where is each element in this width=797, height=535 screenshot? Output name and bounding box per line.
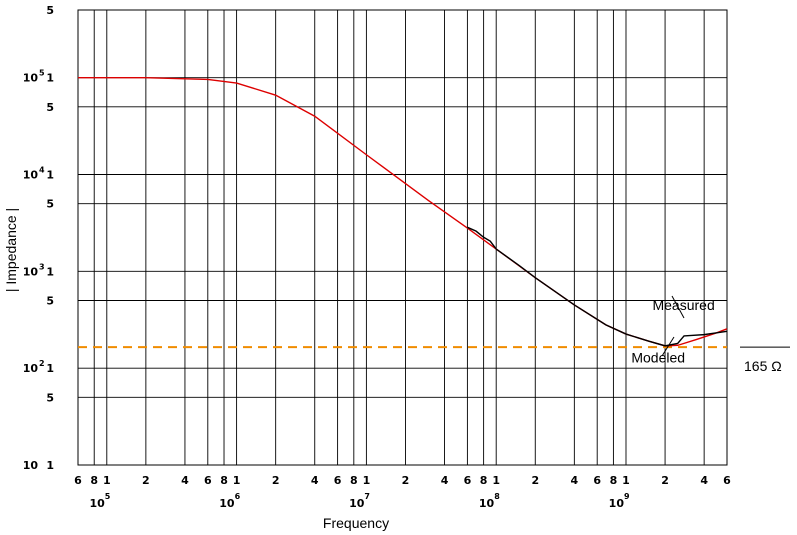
y-tick-label: 5 [46,198,54,211]
x-tick-label: 8 [220,474,228,487]
y-tick-label: 5 [46,294,54,307]
annotations: Measured Modeled [631,295,715,365]
x-tick-label: 2 [402,474,410,487]
y-tick-label: 1 [46,459,54,472]
x-tick-label: 1 [233,474,241,487]
x-tick-label: 6 [464,474,472,487]
x-decade-exp: 7 [364,492,370,501]
x-tick-label: 6 [334,474,342,487]
y-decade-base: 10 [23,169,39,182]
x-tick-label: 6 [74,474,82,487]
reference-line-label: 165 Ω [744,358,782,374]
x-tick-label: 8 [350,474,358,487]
modeled-leader-line [661,336,675,357]
x-axis-title: Frequency [323,515,389,531]
x-tick-label: 2 [531,474,539,487]
y-tick-label: 1 [46,362,54,375]
y-decade-exp: 3 [39,262,45,271]
x-tick-label: 8 [90,474,98,487]
x-decade-base: 10 [349,497,365,510]
x-tick-label: 1 [492,474,500,487]
y-decade-base: 10 [23,459,39,472]
x-tick-label: 2 [661,474,669,487]
x-tick-label: 8 [480,474,488,487]
x-tick-label: 6 [204,474,212,487]
x-tick-label: 1 [103,474,111,487]
y-axis-title: | Impedance | [3,208,19,292]
measured-leader-line [671,295,685,319]
x-tick-label: 4 [571,474,579,487]
x-decade-base: 10 [89,497,105,510]
y-decade-exp: 2 [39,359,45,368]
x-decade-base: 10 [479,497,495,510]
y-decade-exp: 5 [39,69,45,78]
y-tick-label: 1 [46,265,54,278]
x-decade-exp: 6 [235,492,241,501]
x-decade-base: 10 [609,497,625,510]
y-decade-exp: 4 [39,166,45,175]
x-tick-label: 1 [622,474,630,487]
x-tick-label: 6 [593,474,601,487]
x-tick-label: 6 [723,474,731,487]
x-decade-exp: 9 [624,492,630,501]
x-tick-label: 2 [272,474,280,487]
x-tick-label: 4 [181,474,189,487]
x-tick-label: 4 [700,474,708,487]
x-decade-exp: 8 [494,492,500,501]
y-decade-base: 10 [23,72,39,85]
reference-line-group: 165 Ω [78,346,790,374]
y-decade-base: 10 [23,362,39,375]
x-tick-labels: 6812468124681246812468124610410510610710… [74,474,731,510]
grid [77,9,728,466]
x-tick-label: 4 [441,474,449,487]
x-tick-label: 4 [311,474,319,487]
y-tick-label: 5 [46,4,54,17]
x-decade-exp: 5 [105,492,111,501]
x-decade-base: 10 [219,497,235,510]
annotation-measured: Measured [652,297,714,313]
x-tick-label: 1 [363,474,371,487]
x-tick-label: 2 [142,474,150,487]
annotation-modeled: Modeled [631,349,685,365]
y-tick-label: 1 [46,169,54,182]
y-tick-label: 1 [46,72,54,85]
y-tick-label: 5 [46,101,54,114]
series-measured-line [467,226,728,347]
x-tick-label: 8 [610,474,618,487]
y-tick-label: 5 [46,391,54,404]
series-group [78,76,728,347]
y-decade-base: 10 [23,265,39,278]
